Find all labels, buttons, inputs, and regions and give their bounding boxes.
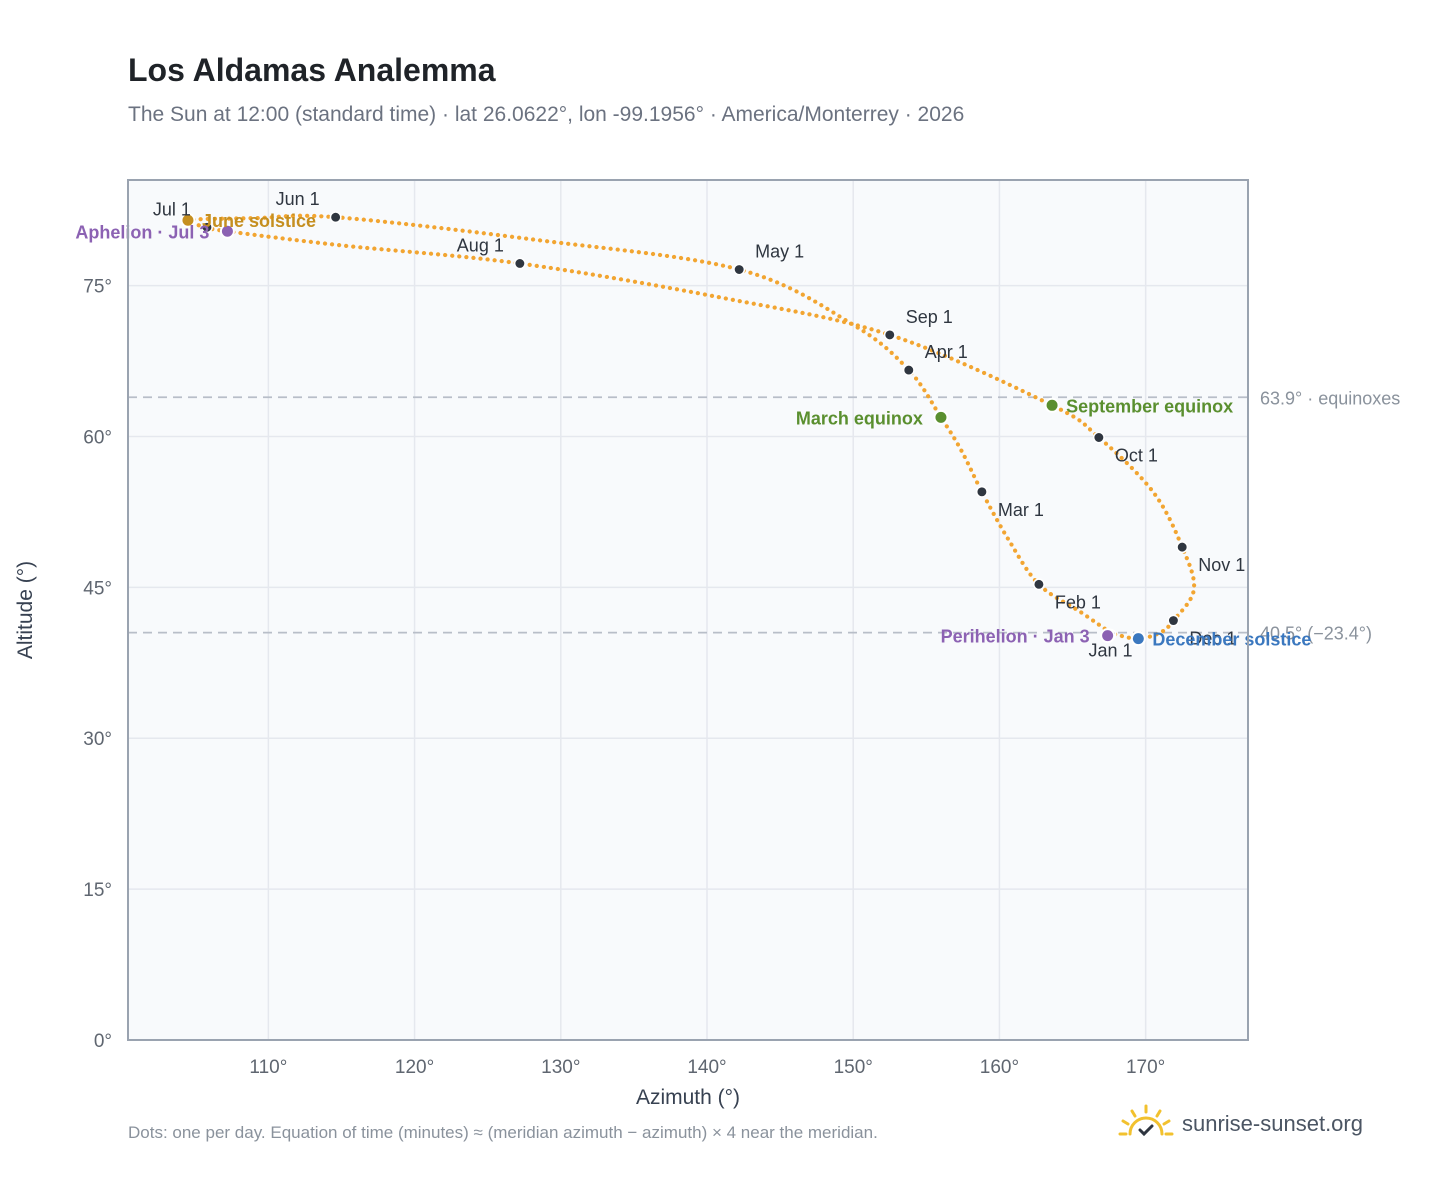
event-label: September equinox bbox=[1066, 396, 1233, 416]
month-marker-label: Jul 1 bbox=[153, 199, 191, 219]
month-marker bbox=[902, 364, 915, 377]
event-marker bbox=[180, 212, 196, 228]
event-marker bbox=[1100, 628, 1116, 644]
plot-frame bbox=[127, 179, 1249, 1041]
y-axis-title: Altitude (°) bbox=[14, 561, 37, 659]
month-marker-label: Aug 1 bbox=[457, 235, 504, 255]
x-axis-title: Azimuth (°) bbox=[636, 1086, 740, 1109]
event-label: December solstice bbox=[1152, 630, 1311, 650]
x-tick-label: 160° bbox=[980, 1057, 1019, 1078]
month-marker-label: Apr 1 bbox=[925, 342, 968, 362]
event-marker bbox=[1130, 631, 1146, 647]
month-marker-label: Oct 1 bbox=[1115, 445, 1158, 465]
y-tick-label: 45° bbox=[83, 578, 112, 599]
event-marker bbox=[1044, 397, 1060, 413]
month-marker-label: Sep 1 bbox=[906, 307, 953, 327]
brand-logo[interactable]: sunrise-sunset.org bbox=[1118, 1100, 1363, 1148]
month-marker-label: Jan 1 bbox=[1089, 641, 1133, 661]
month-marker bbox=[201, 221, 213, 234]
y-tick-label: 15° bbox=[83, 880, 112, 901]
event-label: Perihelion · Jan 3 bbox=[941, 627, 1090, 647]
event-label: March equinox bbox=[796, 408, 923, 428]
month-marker bbox=[733, 263, 746, 276]
event-label: June solstice bbox=[202, 211, 316, 231]
month-marker bbox=[513, 257, 526, 270]
month-marker bbox=[975, 485, 988, 498]
x-tick-label: 170° bbox=[1126, 1057, 1165, 1078]
event-marker bbox=[933, 409, 949, 425]
month-marker bbox=[1167, 614, 1180, 627]
y-tick-label: 75° bbox=[83, 277, 112, 298]
month-marker-label: Nov 1 bbox=[1198, 555, 1245, 575]
y-tick-label: 60° bbox=[83, 427, 112, 448]
reference-line-label: 40.5° (−23.4°) bbox=[1260, 624, 1372, 644]
month-marker bbox=[1032, 578, 1045, 591]
month-marker-label: Feb 1 bbox=[1055, 592, 1101, 612]
plot-area bbox=[128, 180, 1248, 1040]
month-marker bbox=[329, 211, 342, 224]
y-tick-label: 30° bbox=[83, 729, 112, 750]
brand-name: sunrise-sunset.org bbox=[1182, 1111, 1363, 1136]
x-tick-label: 150° bbox=[834, 1057, 873, 1078]
month-marker bbox=[883, 328, 896, 341]
month-marker-label: May 1 bbox=[755, 242, 804, 262]
event-label: Aphelion · Jul 3 bbox=[75, 222, 209, 242]
month-marker bbox=[1092, 431, 1105, 444]
y-tick-label: 0° bbox=[94, 1031, 112, 1052]
x-tick-label: 140° bbox=[687, 1057, 726, 1078]
x-tick-label: 120° bbox=[395, 1057, 434, 1078]
chart-subtitle: The Sun at 12:00 (standard time) · lat 2… bbox=[128, 103, 965, 126]
event-marker bbox=[219, 223, 235, 239]
month-marker-label: Mar 1 bbox=[998, 500, 1044, 520]
x-tick-label: 130° bbox=[541, 1057, 580, 1078]
sun-logo-icon bbox=[1118, 1104, 1174, 1137]
reference-line-label: 63.9° · equinoxes bbox=[1260, 388, 1400, 408]
month-marker bbox=[1176, 541, 1189, 554]
month-marker-label: Dec 1 bbox=[1189, 629, 1236, 649]
footnote: Dots: one per day. Equation of time (min… bbox=[128, 1123, 878, 1142]
month-marker-label: Jun 1 bbox=[276, 189, 320, 209]
chart-title: Los Aldamas Analemma bbox=[128, 52, 496, 88]
x-tick-label: 110° bbox=[249, 1057, 287, 1078]
